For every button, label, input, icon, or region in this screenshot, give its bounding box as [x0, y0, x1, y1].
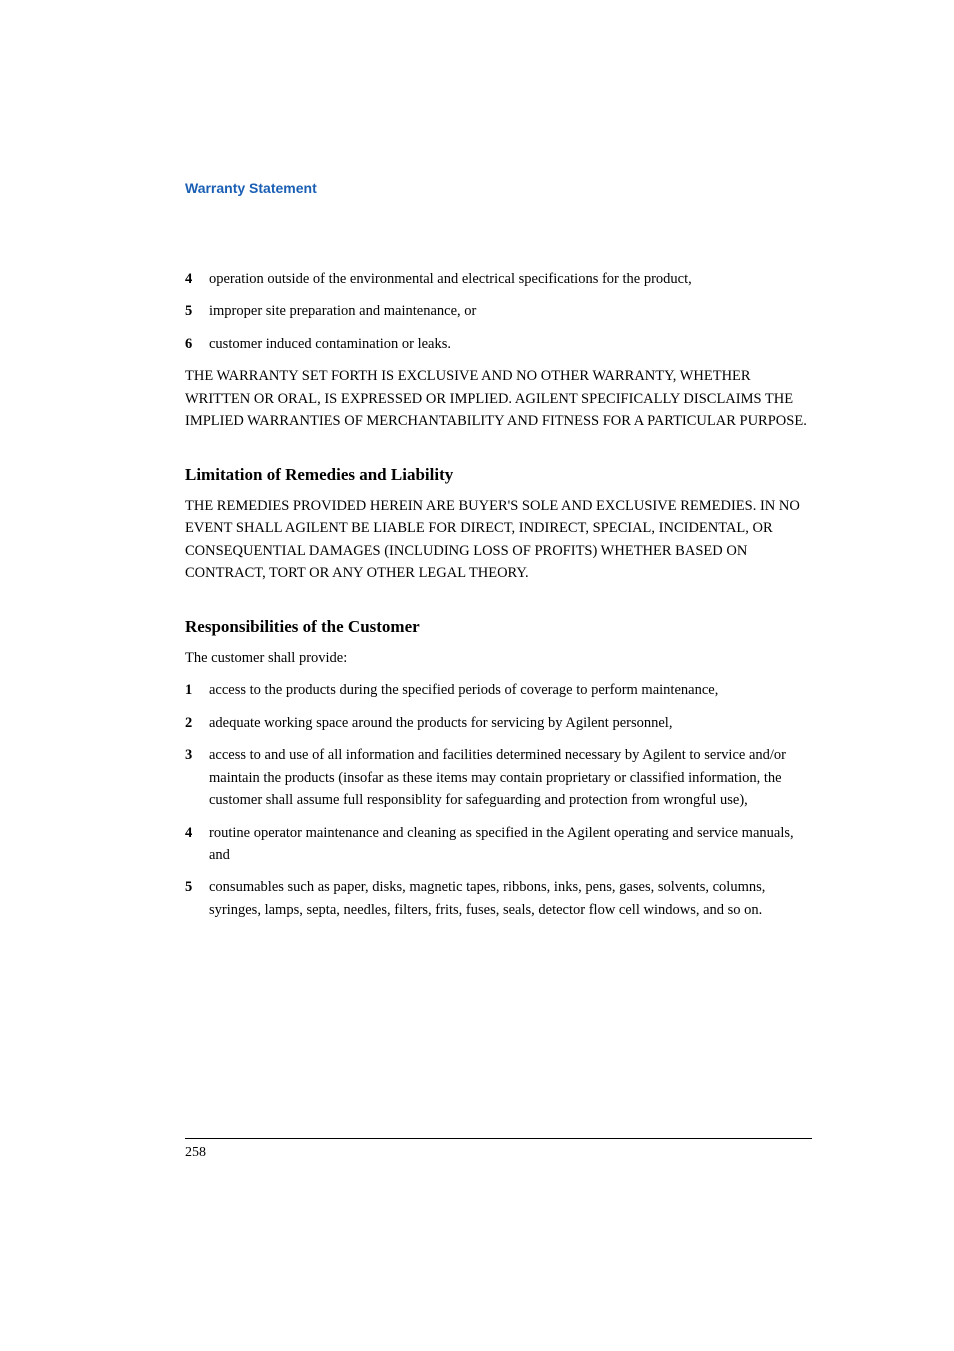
list-item: 1 access to the products during the spec… — [185, 679, 812, 701]
list-number: 5 — [185, 876, 209, 921]
list-text: routine operator maintenance and cleanin… — [209, 822, 812, 867]
section-body-limitation: THE REMEDIES PROVIDED HEREIN ARE BUYER'S… — [185, 495, 812, 585]
list-number: 4 — [185, 268, 209, 290]
section-heading-limitation: Limitation of Remedies and Liability — [185, 465, 812, 485]
section-intro: The customer shall provide: — [185, 647, 812, 669]
section-heading-responsibilities: Responsibilities of the Customer — [185, 617, 812, 637]
list-text: improper site preparation and maintenanc… — [209, 300, 812, 322]
list-item: 4 operation outside of the environmental… — [185, 268, 812, 290]
page-footer: 258 — [185, 1138, 812, 1161]
page-number: 258 — [185, 1145, 206, 1160]
list-number: 6 — [185, 333, 209, 355]
list-text: consumables such as paper, disks, magnet… — [209, 876, 812, 921]
list-text: customer induced contamination or leaks. — [209, 333, 812, 355]
page-header: Warranty Statement — [185, 180, 812, 196]
list-item: 3 access to and use of all information a… — [185, 744, 812, 811]
list-number: 4 — [185, 822, 209, 867]
list-item: 5 consumables such as paper, disks, magn… — [185, 876, 812, 921]
list-number: 1 — [185, 679, 209, 701]
list-item: 5 improper site preparation and maintena… — [185, 300, 812, 322]
list-text: access to and use of all information and… — [209, 744, 812, 811]
list-text: adequate working space around the produc… — [209, 712, 812, 734]
warranty-paragraph: THE WARRANTY SET FORTH IS EXCLUSIVE AND … — [185, 365, 812, 432]
list-item: 2 adequate working space around the prod… — [185, 712, 812, 734]
list-number: 5 — [185, 300, 209, 322]
list-text: operation outside of the environmental a… — [209, 268, 812, 290]
list-number: 3 — [185, 744, 209, 811]
list-number: 2 — [185, 712, 209, 734]
list-text: access to the products during the specif… — [209, 679, 812, 701]
list-item: 6 customer induced contamination or leak… — [185, 333, 812, 355]
list-item: 4 routine operator maintenance and clean… — [185, 822, 812, 867]
